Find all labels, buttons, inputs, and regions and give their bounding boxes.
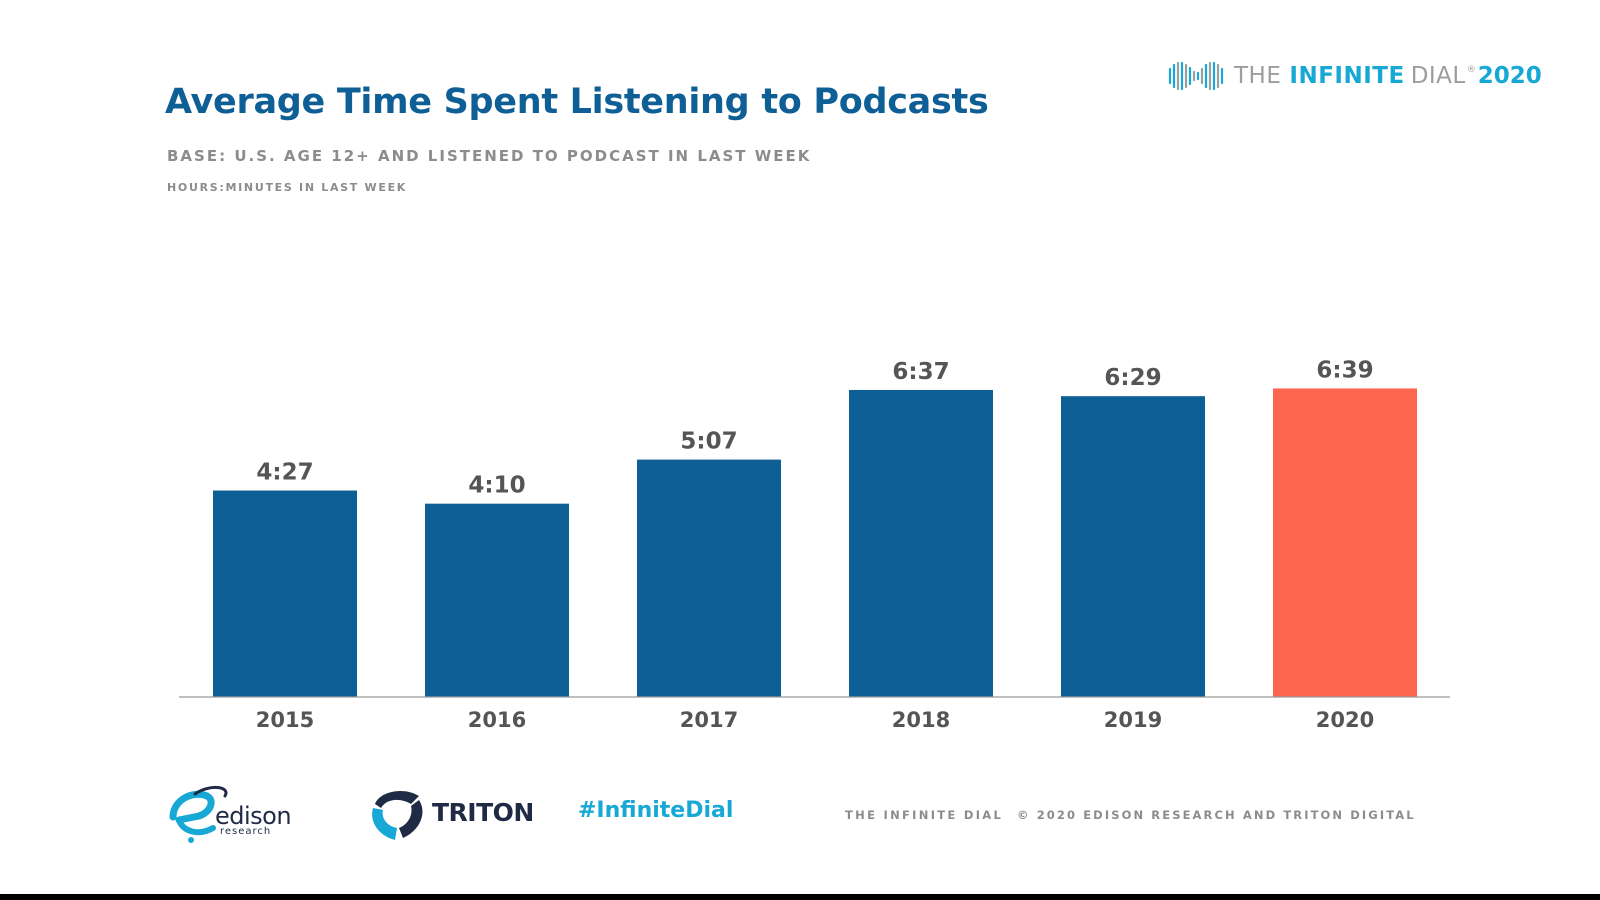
edison-swoosh-icon	[169, 786, 228, 843]
data-label-2016: 4:10	[468, 473, 525, 499]
x-tick-label-2018: 2018	[892, 708, 950, 732]
bar-2018	[849, 389, 993, 697]
x-tick-label-2015: 2015	[256, 708, 314, 732]
bottom-bar	[0, 894, 1600, 900]
x-tick-label-2019: 2019	[1104, 708, 1162, 732]
brand-infinite: INFINITE	[1289, 63, 1405, 89]
x-tick-label-2016: 2016	[468, 708, 526, 732]
bar-2016	[425, 503, 569, 697]
base-subtitle: BASE: U.S. AGE 12+ AND LISTENED TO PODCA…	[167, 147, 812, 165]
x-tick-label-2017: 2017	[680, 708, 738, 732]
brand-the: THE	[1234, 63, 1282, 89]
brand-dial: DIAL	[1410, 63, 1466, 89]
data-label-2020: 6:39	[1316, 357, 1373, 383]
x-tick-label-2020: 2020	[1316, 708, 1374, 732]
triton-swirl-icon	[372, 790, 423, 840]
unit-note: HOURS:MINUTES IN LAST WEEK	[167, 181, 408, 194]
bar-2015	[213, 490, 357, 697]
data-label-2018: 6:37	[892, 359, 949, 385]
brand-year: 2020	[1477, 63, 1542, 89]
triton-name: TRITON	[432, 798, 534, 827]
infinity-dial-icon	[1168, 61, 1224, 91]
footer-source-label: THE INFINITE DIAL	[845, 808, 1004, 822]
edison-research-label: research	[220, 826, 272, 837]
triton-digital-logo: TRITON	[369, 786, 534, 842]
edison-research-logo: edison research	[165, 782, 305, 843]
edison-name: edison	[215, 802, 292, 830]
hashtag-link[interactable]: #InfiniteDial	[578, 798, 734, 823]
bar-2020	[1273, 388, 1417, 697]
bar-2017	[637, 459, 781, 697]
infinite-dial-logo: THE INFINITE DIAL ® 2020	[1166, 59, 1542, 93]
data-label-2015: 4:27	[256, 460, 313, 486]
footer-copyright: © 2020 EDISON RESEARCH AND TRITON DIGITA…	[1017, 808, 1416, 822]
registered-mark: ®	[1466, 65, 1476, 75]
data-label-2017: 5:07	[680, 429, 737, 455]
bar-2019	[1061, 396, 1205, 697]
data-label-2019: 6:29	[1104, 365, 1161, 391]
page-title: Average Time Spent Listening to Podcasts	[165, 82, 989, 122]
